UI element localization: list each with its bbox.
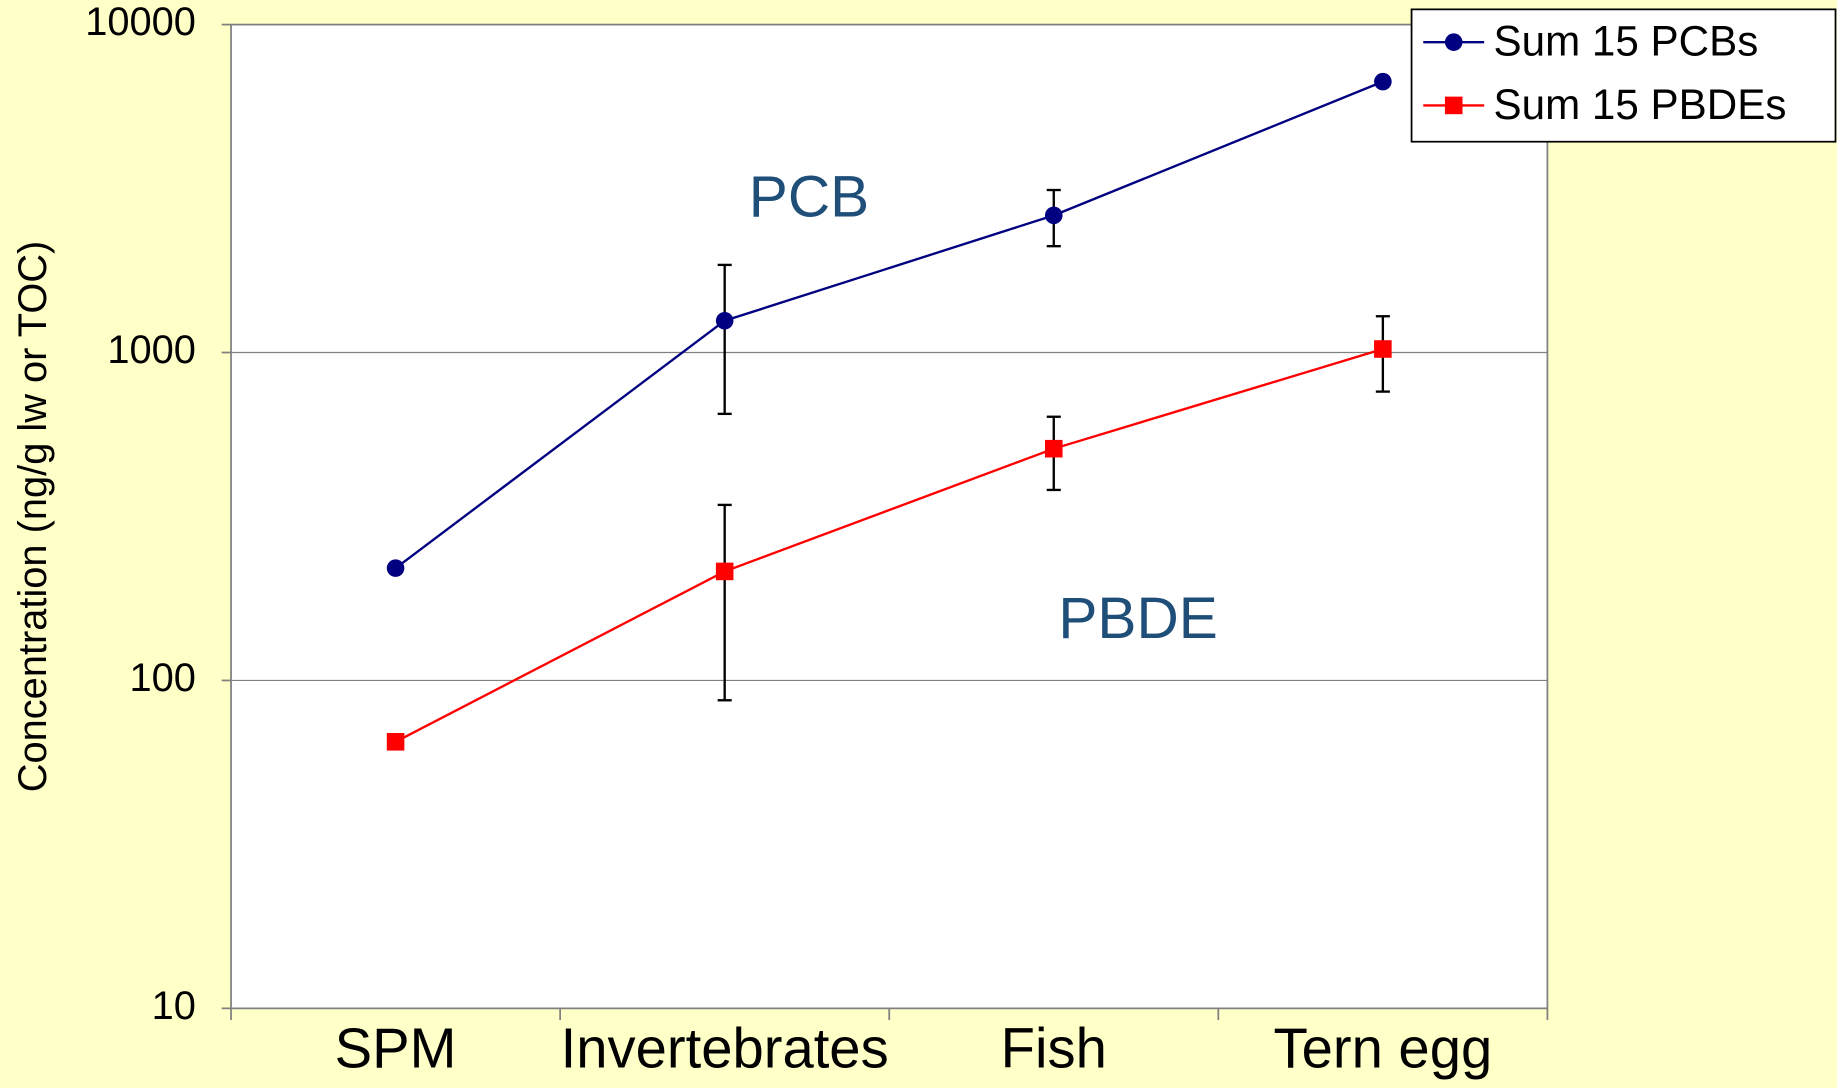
data-point: [386, 733, 405, 751]
data-point: [715, 311, 734, 330]
data-point: [1044, 439, 1063, 458]
series-line: [394, 80, 1384, 570]
y-tick-label: 1000: [107, 328, 196, 372]
data-point: [1374, 340, 1392, 358]
data-point: [386, 559, 405, 577]
legend-label: Sum 15 PBDEs: [1494, 81, 1787, 128]
error-bar: [717, 263, 732, 416]
legend-box: [1410, 8, 1837, 143]
error-bar: [717, 503, 732, 702]
y-tick-label: 10000: [85, 0, 196, 44]
x-tick-label: Fish: [1001, 1017, 1107, 1080]
legend-marker: [1444, 33, 1463, 51]
plot-area: [230, 23, 1549, 1010]
x-tick-label: Tern egg: [1273, 1017, 1492, 1080]
annotation: PCB: [749, 164, 869, 229]
y-axis-label: Concentration (ng/g lw or TOC): [11, 241, 55, 793]
x-tick-label: SPM: [335, 1017, 457, 1080]
data-point: [715, 562, 734, 581]
legend-marker: [1444, 96, 1463, 115]
x-tick-label: Invertebrates: [561, 1017, 889, 1080]
data-point: [1044, 206, 1063, 225]
data-point: [1374, 72, 1392, 91]
y-tick-label: 10: [152, 984, 196, 1028]
annotation: PBDE: [1058, 586, 1217, 651]
series-line: [395, 347, 1384, 743]
y-tick-label: 100: [129, 656, 195, 700]
legend-label: Sum 15 PCBs: [1494, 18, 1759, 65]
